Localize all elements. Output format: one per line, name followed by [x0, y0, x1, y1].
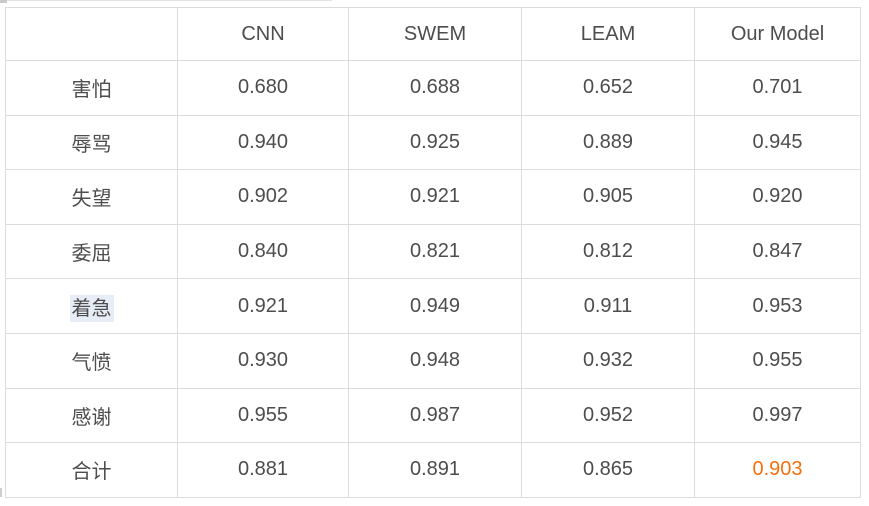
table-row: 感谢 0.955 0.987 0.952 0.997: [5, 387, 861, 444]
cell-value: 0.955: [694, 332, 861, 389]
cell-value: 0.952: [521, 387, 695, 444]
table-row: 辱骂 0.940 0.925 0.889 0.945: [5, 114, 861, 171]
cell-value: 0.891: [348, 442, 522, 498]
cell-value: 0.688: [348, 60, 522, 116]
total-our-model-accent-value: 0.903: [694, 442, 861, 498]
cell-value: 0.953: [694, 278, 861, 334]
cell-value: 0.940: [177, 114, 349, 171]
column-header-swem: SWEM: [348, 7, 522, 61]
cell-value: 0.987: [348, 387, 522, 444]
cell-value: 0.925: [348, 114, 522, 171]
screen-edge-artifact-corner: [0, 0, 7, 3]
row-label: 气愤: [5, 332, 178, 389]
table-row: 失望 0.902 0.921 0.905 0.920: [5, 169, 861, 225]
cell-value: 0.905: [521, 169, 695, 225]
row-label: 感谢: [5, 387, 178, 444]
row-label: 辱骂: [5, 114, 178, 171]
cell-value: 0.865: [521, 442, 695, 498]
results-table: CNN SWEM LEAM Our Model 害怕 0.680 0.688 0…: [5, 7, 861, 498]
row-label: 失望: [5, 169, 178, 225]
cell-value: 0.812: [521, 223, 695, 280]
column-header-our-model: Our Model: [694, 7, 861, 61]
cell-value: 0.652: [521, 60, 695, 116]
cell-value: 0.881: [177, 442, 349, 498]
cell-value: 0.945: [694, 114, 861, 171]
cell-value: 0.920: [694, 169, 861, 225]
table-row: 气愤 0.930 0.948 0.932 0.955: [5, 332, 861, 389]
cell-value: 0.902: [177, 169, 349, 225]
table-row: 着急 0.921 0.949 0.911 0.953: [5, 278, 861, 334]
table-row: 害怕 0.680 0.688 0.652 0.701: [5, 60, 861, 116]
row-label: 委屈: [5, 223, 178, 280]
cell-value: 0.955: [177, 387, 349, 444]
cell-value: 0.948: [348, 332, 522, 389]
cell-value: 0.921: [348, 169, 522, 225]
cell-value: 0.680: [177, 60, 349, 116]
cell-value: 0.911: [521, 278, 695, 334]
cell-value: 0.701: [694, 60, 861, 116]
row-label: 着急: [5, 278, 178, 334]
cell-value: 0.949: [348, 278, 522, 334]
cell-value: 0.932: [521, 332, 695, 389]
column-header-leam: LEAM: [521, 7, 695, 61]
screen-edge-artifact-top-line: [0, 0, 332, 1]
cell-value: 0.997: [694, 387, 861, 444]
cell-value: 0.889: [521, 114, 695, 171]
header-row: CNN SWEM LEAM Our Model: [5, 7, 861, 61]
row-label: 害怕: [5, 60, 178, 116]
table-row: 委屈 0.840 0.821 0.812 0.847: [5, 223, 861, 280]
cell-value: 0.840: [177, 223, 349, 280]
cell-value: 0.930: [177, 332, 349, 389]
table-row-total: 合计 0.881 0.891 0.865 0.903: [5, 442, 861, 498]
row-label-total: 合计: [5, 442, 178, 498]
cell-value: 0.821: [348, 223, 522, 280]
cell-value: 0.847: [694, 223, 861, 280]
screen-edge-artifact-left-dash: [0, 488, 2, 497]
selected-text-highlight: 着急: [69, 294, 114, 322]
column-header-cnn: CNN: [177, 7, 349, 61]
column-header-empty: [5, 7, 178, 61]
cell-value: 0.921: [177, 278, 349, 334]
